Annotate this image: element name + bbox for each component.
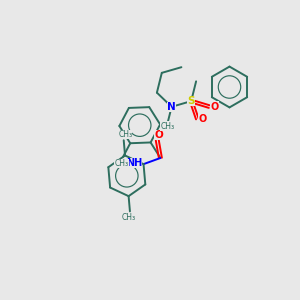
Text: O: O [154, 130, 163, 140]
Text: CH₃: CH₃ [122, 214, 136, 223]
Text: CH₃: CH₃ [115, 159, 129, 168]
Text: CH₃: CH₃ [118, 130, 132, 140]
Text: O: O [211, 102, 219, 112]
Text: O: O [199, 114, 207, 124]
Text: NH: NH [126, 158, 142, 168]
Text: CH₃: CH₃ [160, 122, 175, 130]
Text: N: N [167, 102, 176, 112]
Text: S: S [188, 96, 195, 106]
